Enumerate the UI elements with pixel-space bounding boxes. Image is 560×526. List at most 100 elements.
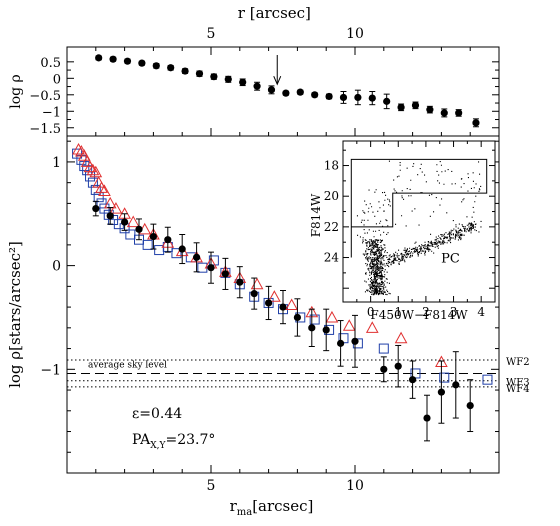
- main-panel-frame: [66, 135, 500, 474]
- square-point: [90, 184, 101, 195]
- inset-x-axis-label: F450W−F814W: [370, 308, 468, 322]
- inset-x-tick-label: 3: [450, 305, 458, 319]
- square-point: [439, 372, 450, 383]
- main-y-axis-label: log ρ[stars/arcsec²]: [6, 241, 24, 388]
- main-x-tick-label: 5: [207, 478, 216, 494]
- triangle-point: [394, 331, 408, 344]
- top-profile-point: [339, 93, 348, 102]
- main-profile-point: [193, 253, 201, 261]
- triangle-point: [268, 290, 281, 302]
- main-profile-point: [279, 303, 287, 311]
- top-profile-point: [368, 94, 376, 102]
- position-angle-annotation: PAX,Y=23.7°: [132, 432, 215, 451]
- square-point: [96, 198, 107, 209]
- top-x-tick-label: 5: [207, 26, 216, 42]
- top-profile-point: [267, 86, 276, 94]
- inset-x-tick-label: 4: [477, 305, 485, 319]
- triangle-point: [250, 277, 264, 290]
- top-profile-point: [109, 55, 117, 63]
- top-y-tick-label: −1: [42, 105, 61, 120]
- top-y-tick-label: −0.5: [29, 89, 61, 104]
- main-profile-point: [92, 204, 100, 213]
- top-profile-point: [138, 59, 146, 67]
- triangle-point: [126, 215, 140, 228]
- triangle-point: [98, 184, 111, 196]
- main-profile-point: [351, 337, 359, 345]
- triangle-point: [95, 181, 108, 193]
- pa-prefix: PA: [132, 432, 151, 448]
- top-profile-point: [440, 109, 448, 117]
- top-profile-point: [397, 103, 405, 111]
- top-profile-point: [224, 75, 232, 83]
- ellipticity-annotation: ε=0.44: [132, 406, 182, 422]
- x-label-subscript: ma: [237, 507, 252, 518]
- triangle-point: [72, 142, 85, 155]
- inset-marks: 0 1 2 3 4 18 20 22 24: [324, 141, 496, 319]
- top-profile-point: [282, 89, 290, 97]
- square-point: [482, 374, 493, 385]
- inset-y-tick-label: 18: [324, 159, 339, 173]
- top-profile-point: [455, 109, 463, 117]
- top-profile-point: [253, 82, 261, 90]
- main-profile-point: [121, 218, 129, 226]
- pa-subscript: X,Y: [150, 441, 166, 451]
- inset-selection-box: [350, 158, 488, 258]
- main-y-tick-label: 1: [52, 155, 61, 171]
- main-profile-point: [178, 245, 186, 253]
- detector-label: WF3: [506, 378, 530, 389]
- top-profile-point: [239, 78, 247, 86]
- main-profile-point: [293, 313, 301, 322]
- main-profile-point: [250, 290, 258, 298]
- main-profile-point: [265, 299, 273, 307]
- main-profile-point: [409, 376, 417, 384]
- inset-x-tick-label: 2: [422, 305, 430, 319]
- top-profile-point: [411, 101, 420, 109]
- square-point: [309, 314, 320, 325]
- triangle-point: [86, 163, 100, 176]
- main-y-tick-label: −1: [40, 362, 61, 378]
- top-profile-point: [354, 93, 362, 102]
- inset-y-axis-label: F814W: [309, 193, 323, 237]
- detector-label: WF4: [506, 384, 530, 395]
- inset-y-tick-label: 24: [324, 251, 340, 265]
- top-profile-point: [181, 67, 189, 75]
- main-profile-point: [380, 365, 388, 373]
- triangle-point: [325, 310, 339, 323]
- top-profile-point: [472, 119, 480, 127]
- top-profile-point: [210, 73, 218, 81]
- top-profile-point: [311, 91, 319, 99]
- top-y-tick-label: −1.5: [29, 122, 61, 137]
- sky-level-label: average sky level: [88, 360, 167, 370]
- main-profile-point: [149, 232, 157, 241]
- main-x-tick-label: 10: [346, 478, 364, 494]
- square-point: [378, 343, 389, 354]
- triangle-point: [77, 149, 91, 161]
- top-profile-point: [325, 92, 333, 101]
- main-profile-point: [437, 388, 445, 396]
- main-profile-point: [221, 270, 229, 278]
- top-profile-point: [195, 70, 204, 78]
- triangle-point: [109, 202, 123, 214]
- pa-value: =23.7°: [165, 432, 215, 448]
- x-label-r: r: [230, 497, 238, 515]
- triangle-point: [365, 321, 379, 333]
- inset-y-tick-label: 22: [324, 220, 339, 234]
- top-x-tick-label: 10: [346, 26, 364, 42]
- triangle-point: [342, 319, 356, 331]
- top-profile-point: [167, 64, 175, 72]
- inset-x-tick-label: 1: [394, 305, 402, 319]
- top-profile-point: [95, 54, 103, 62]
- triangle-point: [285, 298, 298, 311]
- inset-y-tick-label: 20: [324, 189, 339, 203]
- main-profile-point: [452, 381, 460, 389]
- main-profile-point: [207, 264, 215, 272]
- main-profile-point: [236, 278, 244, 286]
- main-profile-point: [164, 236, 172, 244]
- top-y-tick-label: 0.5: [40, 56, 61, 71]
- square-point: [142, 239, 153, 250]
- top-profile-point: [383, 97, 391, 105]
- triangle-point: [83, 160, 97, 173]
- top-axis-label: r [arcsec]: [238, 4, 311, 22]
- square-point: [171, 248, 182, 259]
